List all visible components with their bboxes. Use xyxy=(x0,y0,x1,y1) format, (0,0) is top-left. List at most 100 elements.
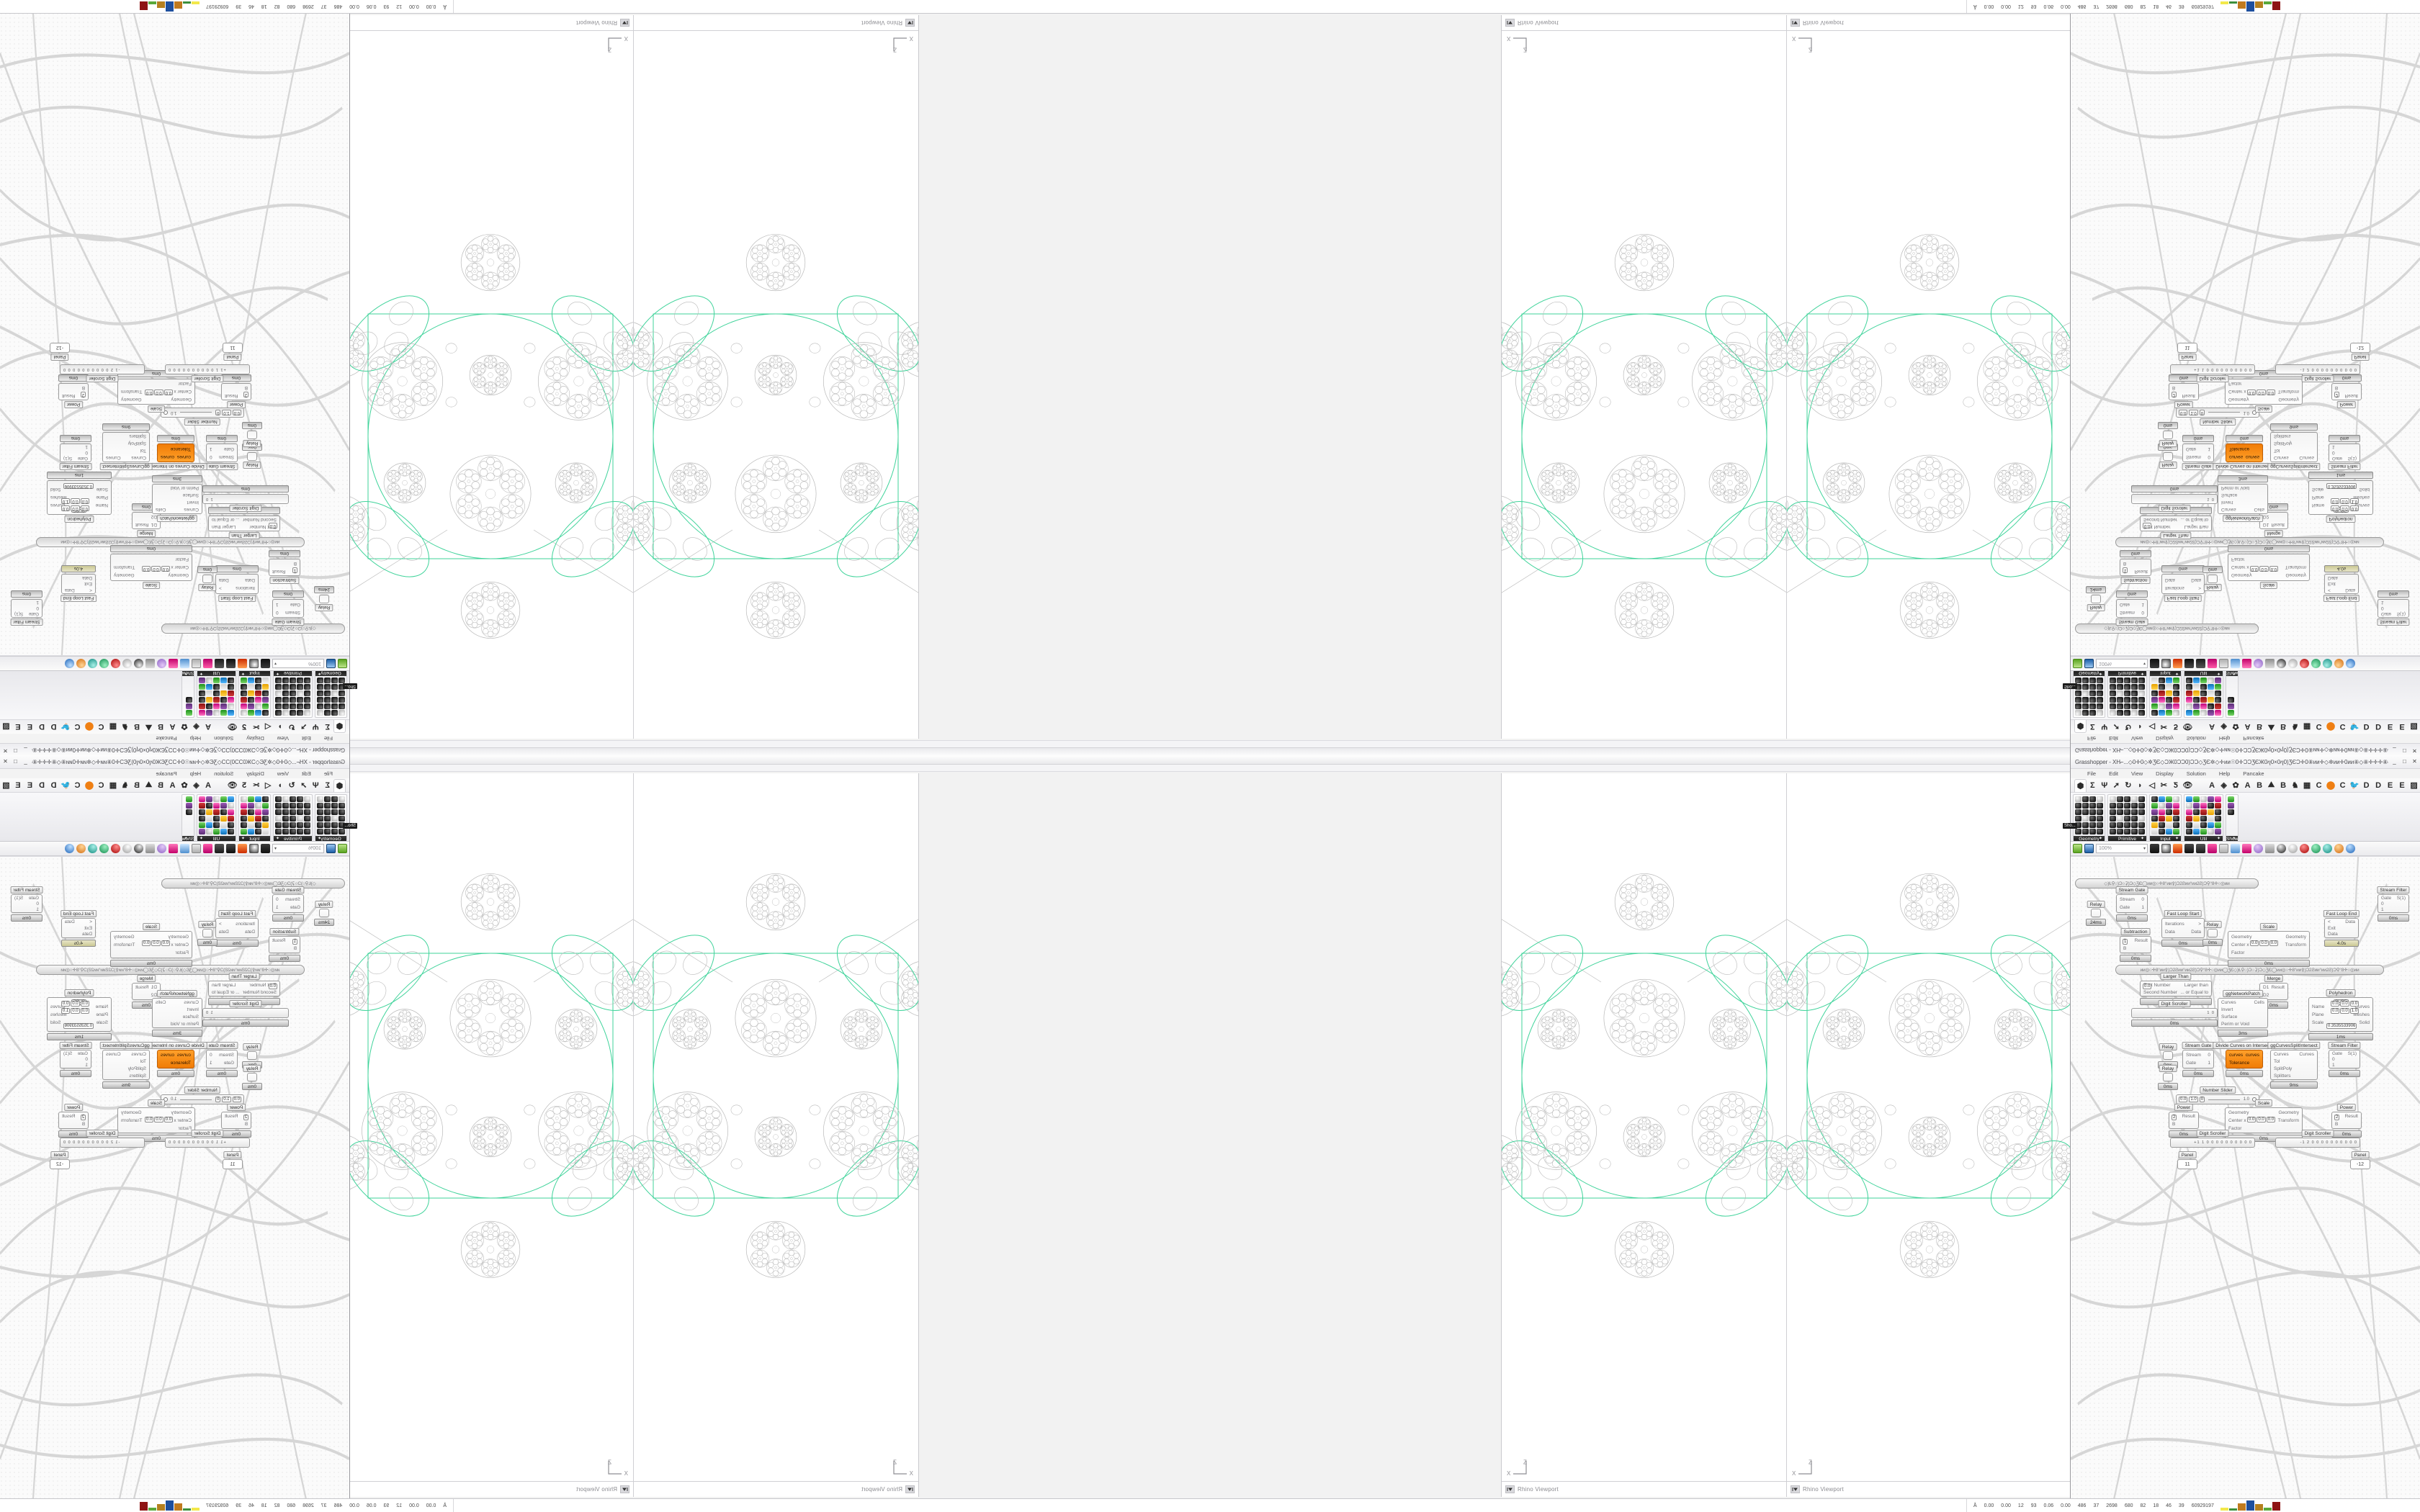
slider-cur-field[interactable]: 0 xyxy=(215,410,221,415)
category-tab-b0[interactable]: A xyxy=(2209,780,2215,790)
component-body[interactable]: Geometry Geometry Center x Transform Factor 0… xyxy=(2228,931,2310,958)
component-icon[interactable] xyxy=(317,829,323,834)
grasshopper-menubar[interactable]: File Edit View Display Solution Help Pancake xyxy=(0,734,349,743)
component-body[interactable]: Geometry Geometry Center x Transform Factor 0… xyxy=(117,1107,195,1133)
component-icon[interactable] xyxy=(2124,816,2130,822)
canvas-component[interactable]: Digit Scroller 1 0 0ms xyxy=(202,485,289,512)
output-port-label[interactable]: curves xyxy=(161,454,175,459)
shade-red-icon[interactable] xyxy=(2300,844,2309,853)
output-port-label[interactable]: ... or Equal to xyxy=(212,517,240,523)
component-icon[interactable] xyxy=(262,703,269,709)
panel-component[interactable]: -12 xyxy=(2350,1159,2370,1169)
component-icon[interactable] xyxy=(2159,678,2165,683)
output-port-label[interactable]: S(1) xyxy=(63,1050,73,1056)
component-icon[interactable] xyxy=(2097,678,2103,683)
color-swatch[interactable] xyxy=(183,1508,192,1511)
output-port-label[interactable]: Geometry xyxy=(2278,397,2299,402)
output-port-label[interactable]: S(1) xyxy=(63,456,73,462)
ribbon-panel-primitive[interactable]: Primitive ✦ xyxy=(273,670,313,718)
color-swatch[interactable] xyxy=(2237,1503,2246,1511)
grasshopper-menubar[interactable]: File Edit View Display Solution Help Pancake xyxy=(0,769,349,778)
category-tab-b3[interactable]: A xyxy=(2244,722,2251,732)
output-port-label[interactable]: Solid xyxy=(2359,487,2370,492)
output-port-label[interactable]: Transform xyxy=(2285,942,2306,948)
component-icon[interactable] xyxy=(255,684,261,690)
component-body[interactable] xyxy=(202,929,212,937)
input-port-label[interactable]: Gate xyxy=(28,611,39,617)
component-icon[interactable] xyxy=(282,803,289,809)
input-port-label[interactable]: curves xyxy=(2229,1053,2244,1058)
component-icon[interactable] xyxy=(206,690,212,696)
coordinate-field[interactable]: 0.0 xyxy=(163,390,173,395)
component-body[interactable] xyxy=(2163,431,2173,439)
output-port-label[interactable]: Data xyxy=(2191,930,2201,935)
expand-chevron-icon[interactable]: ✦ xyxy=(2216,671,2220,675)
component-icon[interactable] xyxy=(2117,684,2123,690)
component-icon[interactable] xyxy=(228,796,234,802)
component-icon[interactable] xyxy=(2131,684,2138,690)
preview-teal-icon[interactable] xyxy=(88,844,97,853)
component-icon[interactable] xyxy=(2138,829,2145,834)
component-icon[interactable] xyxy=(2151,697,2158,703)
component-icon[interactable] xyxy=(2208,684,2214,690)
component-body[interactable] xyxy=(202,575,212,583)
component-icon[interactable] xyxy=(206,816,212,822)
grasshopper-component-ribbon[interactable]: Geometry ✦ Primitive ✦ Input ✦ Util ✦ Show ✦ Sho..… xyxy=(2063,670,2420,719)
input-port-label[interactable]: Gate xyxy=(290,905,300,910)
component-icon[interactable] xyxy=(241,703,247,709)
component-icon[interactable] xyxy=(297,816,303,822)
input-port-label[interactable]: 0 xyxy=(36,901,39,906)
component-icon[interactable] xyxy=(339,809,345,815)
component-icon[interactable] xyxy=(297,829,303,834)
component-icon[interactable] xyxy=(2075,703,2081,709)
component-icon[interactable] xyxy=(2186,690,2192,696)
color-swatch[interactable] xyxy=(2263,1,2272,4)
category-tab-3[interactable]: ➚ xyxy=(300,722,308,731)
coordinate-field[interactable]: 0.0 xyxy=(2259,566,2269,572)
component-icon[interactable] xyxy=(2173,678,2179,683)
component-icon[interactable] xyxy=(228,684,234,690)
coordinate-field[interactable]: 0.0 xyxy=(60,505,71,511)
component-icon[interactable] xyxy=(339,703,345,709)
component-icon[interactable] xyxy=(2110,796,2116,802)
input-port-label[interactable]: Surface xyxy=(182,1014,199,1020)
input-port-label[interactable]: Exit xyxy=(2328,925,2336,931)
canvas-component[interactable]: Panel 11 xyxy=(223,1151,243,1169)
component-icon[interactable] xyxy=(2215,684,2221,690)
component-icon[interactable] xyxy=(324,809,331,815)
help-icon[interactable] xyxy=(169,844,178,853)
component-icon[interactable] xyxy=(290,678,296,683)
input-port-label[interactable]: Data xyxy=(82,932,92,937)
canvas-component[interactable]: Number Slider 0.0 1.0 0 1.0 xyxy=(2176,1086,2259,1104)
component-body[interactable]: Curves Cells Invert Surface Perim or Void xyxy=(2218,998,2268,1028)
canvas-component[interactable]: Scale Geometry Geometry Center x Transform Fa… xyxy=(2225,1099,2303,1142)
component-icon[interactable] xyxy=(331,690,338,696)
output-port-label[interactable]: Data xyxy=(65,919,75,924)
component-icon[interactable] xyxy=(213,803,220,809)
component-icon[interactable] xyxy=(228,678,234,683)
input-port-label[interactable]: Geometry xyxy=(2231,572,2252,578)
profiler-icon[interactable] xyxy=(2184,844,2194,853)
input-port-label[interactable]: Curves xyxy=(131,455,146,461)
coordinate-field[interactable]: 0.0 xyxy=(2266,390,2276,395)
input-port-label[interactable]: SplitPoly xyxy=(2274,1066,2293,1071)
viewport-tab-right[interactable]: Rhino Viewport xyxy=(348,15,633,31)
component-icon[interactable] xyxy=(2124,690,2130,696)
component-icon[interactable] xyxy=(2159,703,2165,709)
component-icon[interactable] xyxy=(275,684,282,690)
canvas-component[interactable]: Digit Scroller 1 0 0ms xyxy=(2131,1000,2218,1027)
category-tab-b11[interactable]: C xyxy=(2339,722,2346,732)
component-icon[interactable] xyxy=(304,803,310,809)
output-port-label[interactable]: 0 xyxy=(276,610,279,615)
component-icon[interactable] xyxy=(275,796,282,802)
category-tab-b3[interactable]: A xyxy=(2244,780,2251,790)
component-body[interactable] xyxy=(319,909,329,917)
component-icon[interactable] xyxy=(213,816,220,822)
component-icon[interactable] xyxy=(2110,829,2116,834)
expand-chevron-icon[interactable]: ✦ xyxy=(200,837,204,841)
component-body[interactable]: First Number Larger than Second Number... … xyxy=(208,516,280,531)
shade-red-icon[interactable] xyxy=(111,844,120,853)
maximize-button[interactable]: □ xyxy=(14,758,17,765)
component-icon[interactable] xyxy=(331,697,338,703)
component-icon[interactable] xyxy=(2228,710,2234,716)
